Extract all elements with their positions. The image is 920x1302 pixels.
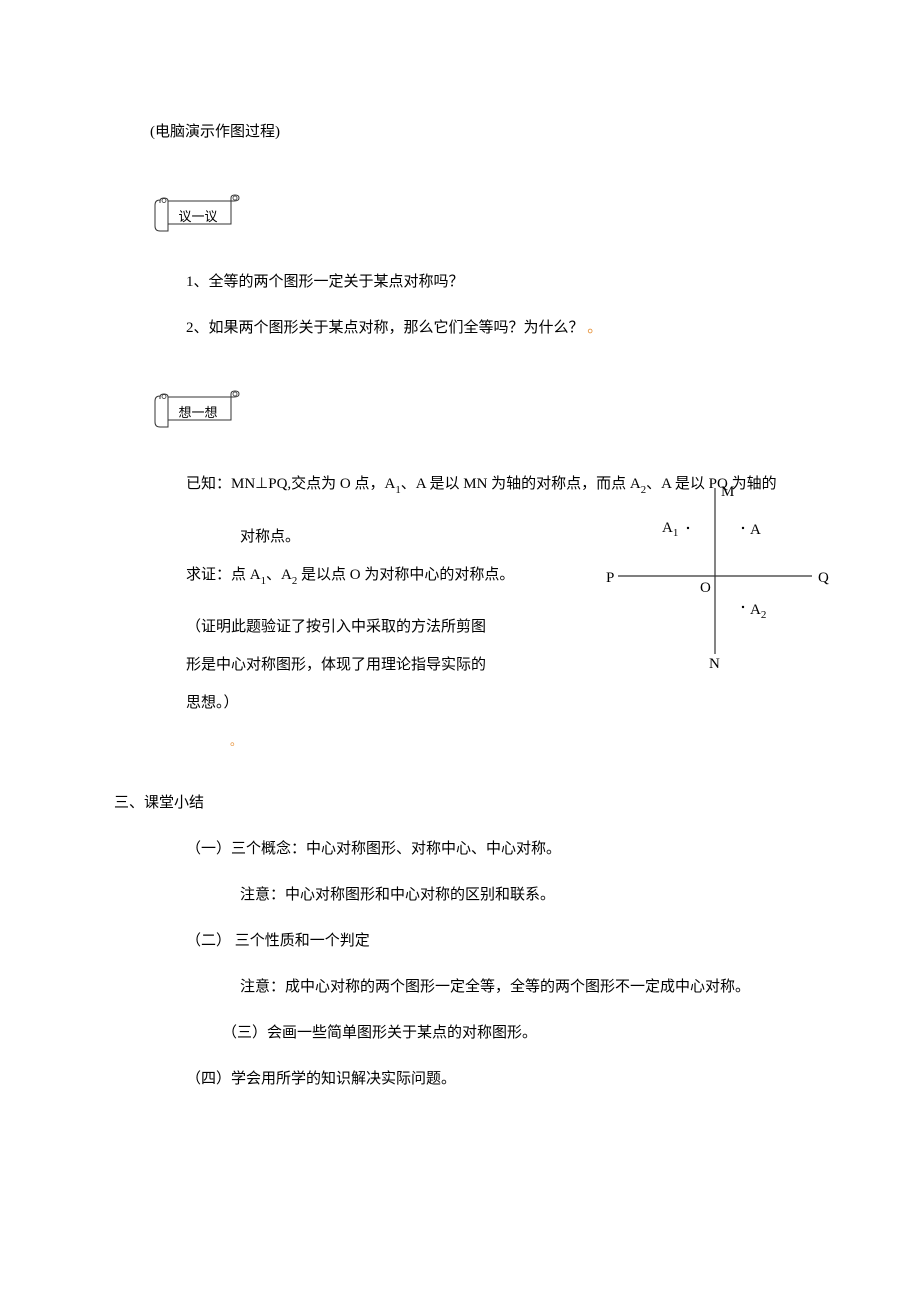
discuss-q1: 1、全等的两个图形一定关于某点对称吗？ [186, 270, 810, 294]
svg-text:O: O [700, 580, 711, 596]
problem-note-l2: 形是中心对称图形，体现了用理论指导实际的 [186, 653, 545, 677]
summary-i1: （一）三个概念：中心对称图形、对称中心、中心对称。 [186, 837, 810, 861]
scroll-icon: 想一想 [150, 390, 246, 430]
svg-text:Q: Q [818, 570, 829, 586]
svg-text:N: N [709, 656, 720, 672]
problem-block: 已知：MN⊥PQ,交点为 O 点，A1、A 是以 MN 为轴的对称点，而点 A2… [150, 466, 810, 753]
top-note-text: (电脑演示作图过程) [150, 124, 280, 140]
svg-text:A: A [750, 522, 761, 538]
svg-text:P: P [606, 570, 614, 586]
problem-left-column: 对称点。 求证：点 A1、A2 是以点 O 为对称中心的对称点。 （证明此题验证… [150, 525, 545, 753]
section-3: 三、课堂小结 （一）三个概念：中心对称图形、对称中心、中心对称。 注意：中心对称… [150, 791, 810, 1091]
summary-i2: （二） 三个性质和一个判定 [186, 929, 810, 953]
orange-dot: 。 [584, 320, 603, 336]
problem-given-tail: 对称点。 [240, 525, 545, 549]
summary-i4: （四）学会用所学的知识解决实际问题。 [186, 1067, 810, 1091]
bracket-label-1: 议一议 [178, 209, 217, 224]
document-page: (电脑演示作图过程) 议一议 1、全等的两个图形一定关于某点对称吗？ 2、如果两… [0, 0, 920, 1302]
summary-i2-note: 注意：成中心对称的两个图形一定全等，全等的两个图形不一定成中心对称。 [240, 975, 810, 999]
orange-mark: 。 [230, 729, 545, 753]
problem-note-l3: 思想。） [186, 691, 545, 715]
scroll-icon: 议一议 [150, 194, 246, 234]
problem-note-l1: （证明此题验证了按引入中采取的方法所剪图 [186, 615, 545, 639]
axis-diagram: M N P Q O A A1 A2 [600, 476, 830, 676]
bracket-box-discuss: 议一议 [150, 194, 810, 234]
summary-i3: （三）会画一些简单图形关于某点的对称图形。 [222, 1021, 810, 1045]
line-top-note: (电脑演示作图过程) [150, 120, 810, 144]
summary-i1-note: 注意：中心对称图形和中心对称的区别和联系。 [240, 883, 810, 907]
bracket-label-2: 想一想 [178, 405, 217, 420]
bracket-box-think: 想一想 [150, 390, 810, 430]
svg-text:A1: A1 [662, 520, 678, 539]
discuss-q2: 2、如果两个图形关于某点对称，那么它们全等吗？为什么？ 。 [186, 316, 810, 340]
svg-text:M: M [721, 484, 734, 500]
problem-prove: 求证：点 A1、A2 是以点 O 为对称中心的对称点。 [186, 563, 545, 589]
svg-text:A2: A2 [750, 602, 766, 621]
section-3-heading: 三、课堂小结 [114, 791, 810, 815]
